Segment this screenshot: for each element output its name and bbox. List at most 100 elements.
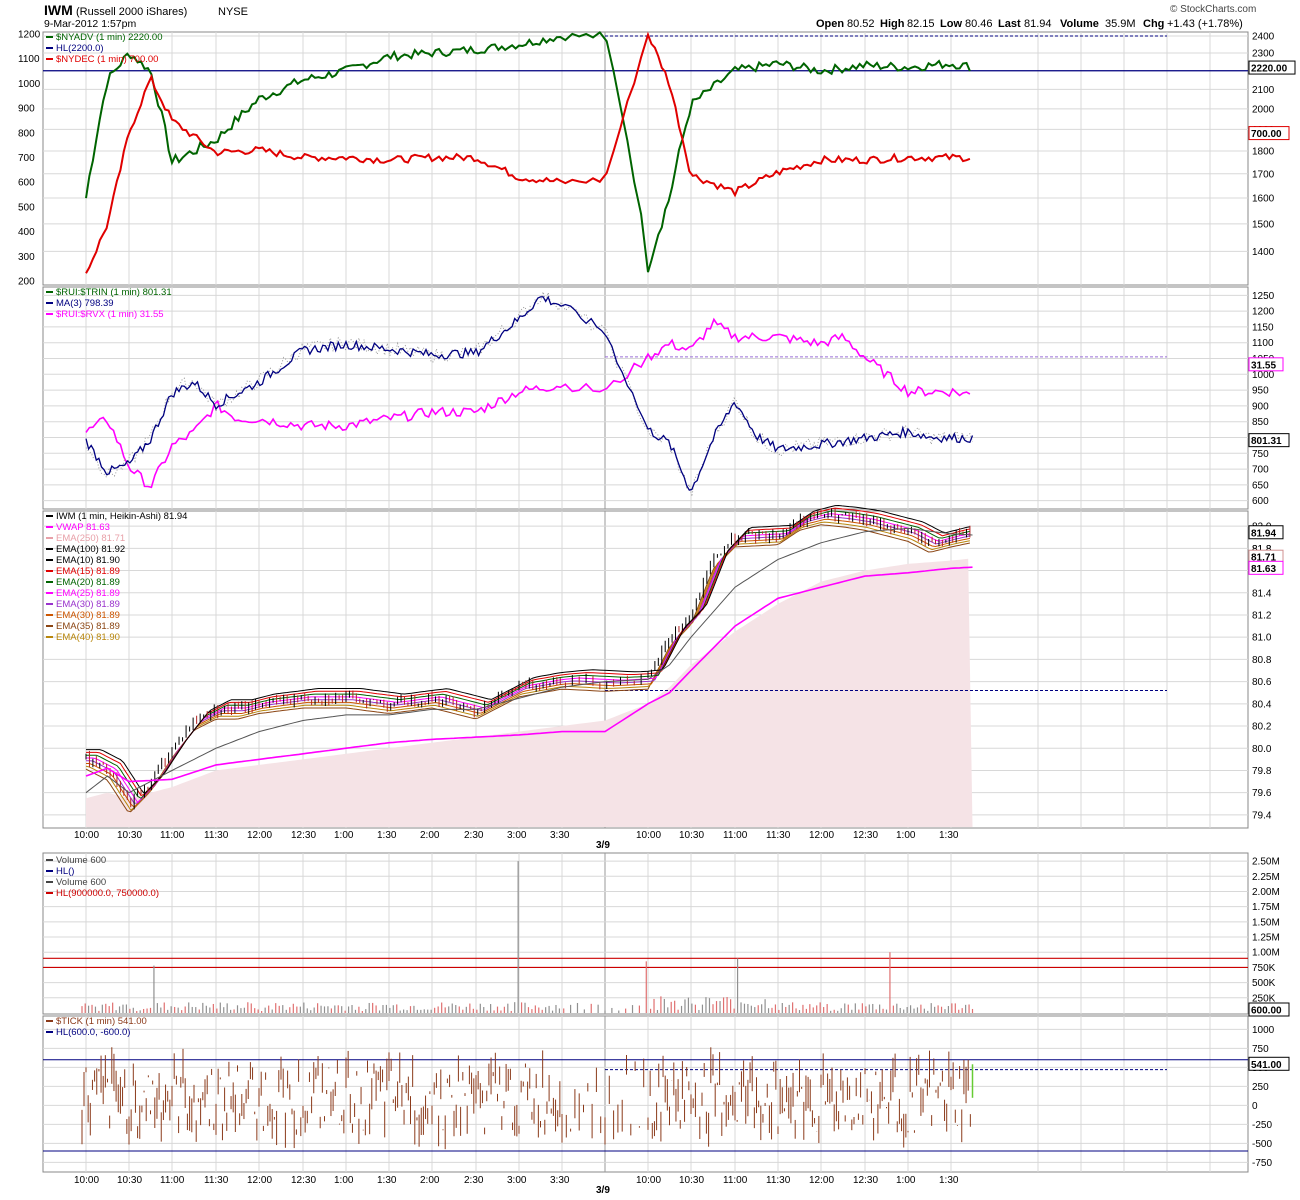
tick-bars <box>81 1047 971 1150</box>
time-label-bottom-14: 11:00 <box>723 1175 748 1186</box>
volume-tick-9: 2.50M <box>1252 857 1280 868</box>
time-label-mid-9: 2:30 <box>464 830 484 841</box>
price-tick-2: 79.8 <box>1252 766 1272 777</box>
vwap-last-badge-box <box>1248 560 1284 575</box>
ema-ribbon-3 <box>86 515 971 804</box>
date-label-mid: 3/9 <box>596 840 610 851</box>
ema-ribbon-2 <box>86 518 971 808</box>
breadth-left-tick-7: 900 <box>18 104 35 115</box>
ema250-last-badge: 81.71 <box>1251 553 1276 564</box>
symbol: IWM <box>44 2 73 18</box>
volume-value: 35.9M <box>1105 18 1136 30</box>
vwap-last-badge: 81.63 <box>1251 564 1276 575</box>
volume-legend-item-0: Volume 600 <box>56 855 106 866</box>
price-tick-6: 80.6 <box>1252 677 1272 688</box>
time-label-mid-13: 10:30 <box>679 830 704 841</box>
time-label-bottom-2: 11:00 <box>160 1175 185 1186</box>
breadth-left-tick-9: 1100 <box>18 54 40 65</box>
panel-tick-frame <box>42 1015 1249 1173</box>
price-legend-item-8: EMA(30) 81.89 <box>56 599 120 610</box>
breadth-tick-6: 2000 <box>1252 104 1275 115</box>
trin-tick-5: 850 <box>1252 417 1269 428</box>
price-tick-4: 80.2 <box>1252 722 1272 733</box>
time-label-mid-15: 11:30 <box>766 830 791 841</box>
volume-legend-item-1: HL() <box>56 866 74 877</box>
time-label-mid-2: 11:00 <box>160 830 185 841</box>
ema-ribbon-6 <box>86 507 971 797</box>
price-tick-7: 80.8 <box>1252 655 1272 666</box>
tick-legend-item-1: HL(600.0, -600.0) <box>56 1027 130 1038</box>
price-legend-item-6: EMA(20) 81.89 <box>56 577 120 588</box>
breadth-tick-1: 1500 <box>1252 219 1275 230</box>
volume-tick-1: 500K <box>1252 978 1276 989</box>
exchange: NYSE <box>218 6 248 18</box>
trin-tick-7: 950 <box>1252 386 1269 397</box>
breadth-left-tick-1: 300 <box>18 252 35 263</box>
breadth-left-tick-10: 1200 <box>18 30 41 41</box>
time-label-mid-12: 10:00 <box>636 830 661 841</box>
price-legend-item-4: EMA(10) 81.90 <box>56 555 120 566</box>
time-label-bottom-19: 1:30 <box>939 1175 959 1186</box>
panel-tick: -750-500-25002505007501000541.00$TICK (1… <box>42 1015 1290 1173</box>
panel-volume-frame <box>42 852 1249 1015</box>
nydec-last-badge: 700.00 <box>1251 129 1282 140</box>
panel-trin: 6006507007508008509009501000105011001150… <box>42 286 1290 510</box>
trin-tick-2: 700 <box>1252 465 1269 476</box>
trin-tick-1: 650 <box>1252 480 1269 491</box>
ema100-line <box>85 527 973 794</box>
time-label-bottom-17: 12:30 <box>853 1175 878 1186</box>
time-label-bottom-16: 12:00 <box>809 1175 834 1186</box>
breadth-left-tick-3: 500 <box>18 202 35 213</box>
price-tick-5: 80.4 <box>1252 699 1272 710</box>
price-legend-item-7: EMA(25) 81.89 <box>56 588 120 599</box>
time-label-bottom-18: 1:00 <box>896 1175 916 1186</box>
tick-last-badge: 541.00 <box>1251 1060 1282 1071</box>
nyadv-last-badge-box <box>1248 60 1296 75</box>
time-label-mid-7: 1:30 <box>377 830 397 841</box>
trin-legend-item-1: MA(3) 798.39 <box>56 298 114 309</box>
volume-last-badge: 600.00 <box>1251 1006 1282 1017</box>
high-value: 82.15 <box>907 18 935 30</box>
volume-tick-0: 250K <box>1252 993 1276 1004</box>
price-tick-8: 81.0 <box>1252 633 1272 644</box>
time-label-bottom-7: 1:30 <box>377 1175 397 1186</box>
time-label-bottom-11: 3:30 <box>550 1175 570 1186</box>
volume-tick-6: 1.75M <box>1252 902 1280 913</box>
volume-last-badge-box <box>1248 1002 1290 1017</box>
low-label: Low <box>940 18 962 30</box>
time-label-mid-17: 12:30 <box>853 830 878 841</box>
price-tick-10: 81.4 <box>1252 588 1272 599</box>
time-label-bottom-8: 2:00 <box>420 1175 440 1186</box>
symbol-name: (Russell 2000 iShares) <box>76 6 187 18</box>
breadth-tick-3: 1700 <box>1252 169 1275 180</box>
breadth-tick-4: 1800 <box>1252 146 1275 157</box>
chg-label: Chg <box>1143 18 1164 30</box>
price-legend-item-5: EMA(15) 81.89 <box>56 566 120 577</box>
time-label-mid-14: 11:00 <box>723 830 748 841</box>
panel-breadth: 200 300 400 500 600 700 800 900 1000 1100 1200 1400… <box>18 30 1296 288</box>
ema250-area <box>86 558 973 827</box>
vwap-line <box>85 566 973 783</box>
time-label-bottom-1: 10:30 <box>117 1175 142 1186</box>
breadth-tick-7: 2100 <box>1252 85 1275 96</box>
stats-bar: Open 80.52 High 82.15 Low 80.46 Last 81.… <box>816 18 1243 30</box>
breadth-legend-item-2: $NYDEC (1 min) 700.00 <box>56 54 158 65</box>
date-label-bottom: 3/9 <box>596 1185 610 1196</box>
time-label-mid-4: 12:00 <box>247 830 272 841</box>
time-label-mid-1: 10:30 <box>117 830 142 841</box>
volume-bars <box>81 861 974 1013</box>
price-legend-item-1: VWAP 81.63 <box>56 522 110 533</box>
time-label-bottom-6: 1:00 <box>334 1175 354 1186</box>
price-legend-item-2: EMA(250) 81.71 <box>56 533 125 544</box>
trin-tick-12: 1200 <box>1252 307 1275 318</box>
tick-tick-2: -250 <box>1252 1120 1272 1131</box>
time-label-bottom-12: 10:00 <box>636 1175 661 1186</box>
breadth-left-tick-2: 400 <box>18 227 35 238</box>
time-label-mid-16: 12:00 <box>809 830 834 841</box>
tick-tick-6: 750 <box>1252 1044 1269 1055</box>
breadth-tick-10: 2400 <box>1252 32 1275 43</box>
breadth-left-tick-6: 800 <box>18 128 35 139</box>
nyadv-last-badge: 2220.00 <box>1251 64 1288 75</box>
trin-tick-10: 1100 <box>1252 338 1274 349</box>
time-label-mid-11: 3:30 <box>550 830 570 841</box>
